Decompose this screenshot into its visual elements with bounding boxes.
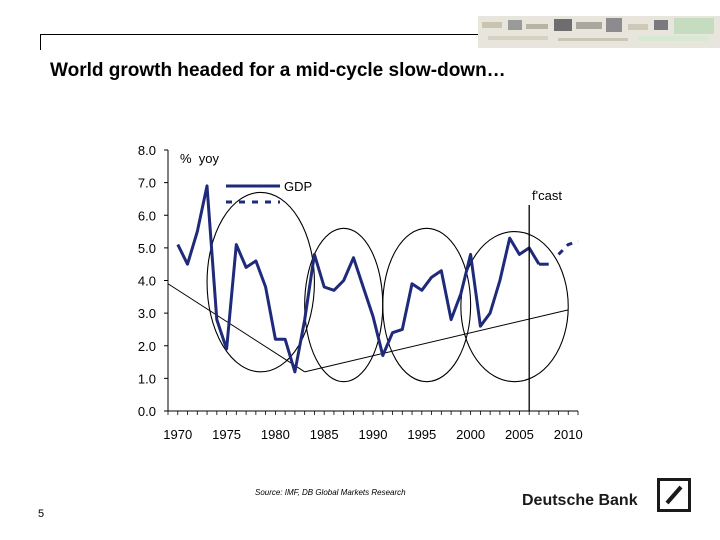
chart-axes: 0.0 1.0 2.0 3.0 4.0 5.0 6.0 7.0 8.0 1970 1975 1980 1… xyxy=(138,143,583,442)
cycle-ellipses xyxy=(206,191,569,383)
x-tick-label: 1970 xyxy=(163,427,192,442)
x-tick-label: 2010 xyxy=(554,427,583,442)
y-tick-label: 4.0 xyxy=(138,274,156,289)
x-tick-label: 1990 xyxy=(359,427,388,442)
brand-name: Deutsche Bank xyxy=(522,492,638,509)
x-tick-label: 2005 xyxy=(505,427,534,442)
x-tick-label: 2000 xyxy=(456,427,485,442)
chart-series xyxy=(176,184,579,374)
x-tick-label: 1995 xyxy=(407,427,436,442)
y-tick-label: 7.0 xyxy=(138,176,156,191)
y-tick-label: 3.0 xyxy=(138,306,156,321)
source-note: Source: IMF, DB Global Markets Research xyxy=(255,488,406,497)
cycle-ellipse xyxy=(206,191,315,373)
forecast-label: f'cast xyxy=(532,188,562,203)
y-tick-label: 6.0 xyxy=(138,208,156,223)
y-tick-label: 2.0 xyxy=(138,339,156,354)
x-tick-label: 1975 xyxy=(212,427,241,442)
page-number: 5 xyxy=(38,508,45,520)
x-tick-label: 1985 xyxy=(310,427,339,442)
cycle-ellipse xyxy=(460,231,569,383)
legend-label-gdp: GDP xyxy=(284,179,312,194)
top-rule xyxy=(40,34,480,35)
trend-lines xyxy=(167,283,569,373)
deutsche-bank-logo-icon xyxy=(657,478,691,512)
y-unit-label: % yoy xyxy=(180,151,220,166)
trend-line xyxy=(304,309,569,373)
cycle-ellipse xyxy=(304,227,384,383)
x-tick-label: 1980 xyxy=(261,427,290,442)
top-rule-tick xyxy=(40,34,41,50)
trend-line xyxy=(167,283,305,373)
gdp-forecast-line xyxy=(557,239,579,256)
chart-legend: GDP xyxy=(226,179,312,204)
cycle-ellipse xyxy=(382,227,472,383)
slide-title: World growth headed for a mid-cycle slow… xyxy=(50,60,506,81)
header-banner-image xyxy=(478,16,720,48)
gdp-series-line xyxy=(176,184,541,374)
y-tick-label: 0.0 xyxy=(138,404,156,419)
y-tick-label: 5.0 xyxy=(138,241,156,256)
y-tick-label: 8.0 xyxy=(138,143,156,158)
y-tick-label: 1.0 xyxy=(138,371,156,386)
